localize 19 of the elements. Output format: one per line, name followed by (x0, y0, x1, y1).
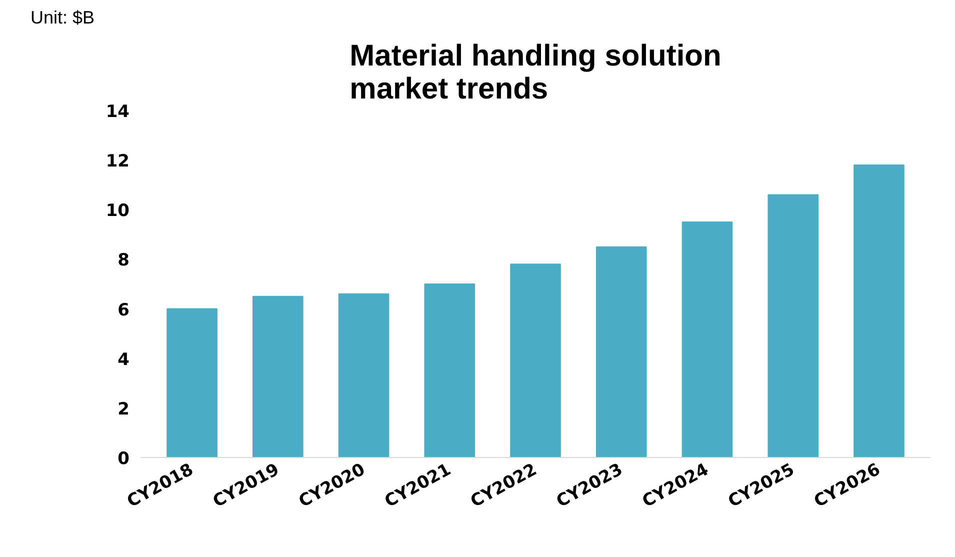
bar (510, 264, 561, 458)
y-tick-label: 0 (118, 449, 130, 469)
bar (424, 284, 476, 458)
bar (166, 308, 218, 458)
y-tick-label: 4 (118, 350, 130, 370)
bar (252, 296, 304, 458)
bar (854, 164, 904, 458)
bar (338, 293, 390, 458)
text: Unit: $B (30, 8, 95, 28)
bar (768, 194, 819, 458)
y-tick-label: 8 (118, 250, 130, 271)
y-tick-label: 2 (118, 399, 130, 420)
y-tick-label: 14 (106, 102, 130, 122)
bar (596, 246, 647, 458)
y-tick-label: 10 (106, 201, 130, 222)
y-tick-label: 12 (106, 152, 130, 172)
y-tick-label: 6 (118, 300, 130, 320)
bar (682, 222, 733, 458)
chart-title: Material handling solution market trends (350, 40, 722, 106)
